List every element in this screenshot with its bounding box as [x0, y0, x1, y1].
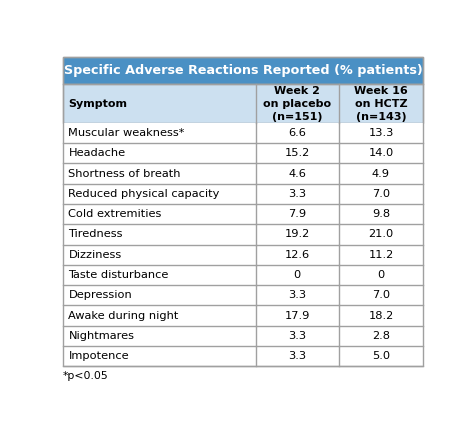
Text: *p<0.05: *p<0.05 — [63, 371, 109, 381]
Text: Dizziness: Dizziness — [68, 250, 122, 260]
Text: 13.3: 13.3 — [368, 128, 394, 138]
Bar — [63, 143, 423, 164]
Text: Specific Adverse Reactions Reported (% patients): Specific Adverse Reactions Reported (% p… — [64, 64, 422, 77]
Text: 15.2: 15.2 — [285, 148, 310, 158]
Text: 17.9: 17.9 — [284, 310, 310, 321]
Bar — [63, 326, 423, 346]
Bar — [63, 285, 423, 306]
Text: 3.3: 3.3 — [288, 331, 306, 341]
Text: 14.0: 14.0 — [368, 148, 393, 158]
Text: 12.6: 12.6 — [285, 250, 310, 260]
Text: 18.2: 18.2 — [368, 310, 393, 321]
Text: Nightmares: Nightmares — [68, 331, 135, 341]
Text: Headache: Headache — [68, 148, 126, 158]
Bar — [63, 245, 423, 265]
Text: 7.0: 7.0 — [372, 189, 390, 199]
Text: 7.0: 7.0 — [372, 290, 390, 300]
Text: Impotence: Impotence — [68, 351, 129, 361]
Text: 7.9: 7.9 — [288, 209, 306, 219]
Text: Symptom: Symptom — [68, 99, 128, 108]
Text: Reduced physical capacity: Reduced physical capacity — [68, 189, 220, 199]
Bar — [63, 224, 423, 245]
Text: Tiredness: Tiredness — [68, 230, 123, 240]
Text: Depression: Depression — [68, 290, 132, 300]
Bar — [63, 184, 423, 204]
Text: 4.9: 4.9 — [372, 169, 390, 179]
Bar — [63, 346, 423, 366]
Text: 0: 0 — [377, 270, 384, 280]
Text: 5.0: 5.0 — [372, 351, 390, 361]
Text: 6.6: 6.6 — [288, 128, 306, 138]
Bar — [63, 164, 423, 184]
Text: Week 2
on placebo
(n=151): Week 2 on placebo (n=151) — [263, 86, 331, 122]
Text: 9.8: 9.8 — [372, 209, 390, 219]
Text: 11.2: 11.2 — [368, 250, 393, 260]
Text: Week 16
on HCTZ
(n=143): Week 16 on HCTZ (n=143) — [354, 86, 408, 122]
Bar — [63, 57, 423, 85]
Text: 0: 0 — [294, 270, 301, 280]
Text: 21.0: 21.0 — [368, 230, 393, 240]
Text: 19.2: 19.2 — [285, 230, 310, 240]
Text: Muscular weakness*: Muscular weakness* — [68, 128, 185, 138]
Text: Cold extremities: Cold extremities — [68, 209, 162, 219]
Text: 3.3: 3.3 — [288, 351, 306, 361]
Text: Awake during night: Awake during night — [68, 310, 179, 321]
Bar — [63, 306, 423, 326]
Text: Shortness of breath: Shortness of breath — [68, 169, 181, 179]
Text: 3.3: 3.3 — [288, 290, 306, 300]
Bar — [63, 265, 423, 285]
Bar — [63, 204, 423, 224]
Bar — [63, 85, 423, 123]
Text: 2.8: 2.8 — [372, 331, 390, 341]
Text: 3.3: 3.3 — [288, 189, 306, 199]
Bar — [63, 123, 423, 143]
Text: 4.6: 4.6 — [288, 169, 306, 179]
Text: Taste disturbance: Taste disturbance — [68, 270, 169, 280]
